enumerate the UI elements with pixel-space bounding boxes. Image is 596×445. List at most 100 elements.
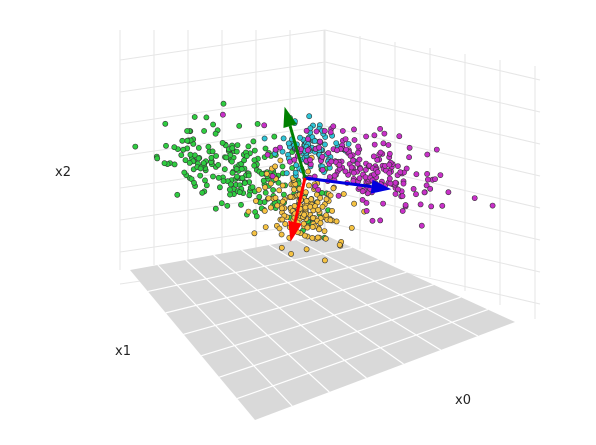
data-point: [302, 204, 309, 211]
data-point: [223, 154, 230, 161]
data-point: [351, 200, 357, 207]
data-point: [279, 163, 286, 170]
data-point: [171, 161, 178, 168]
data-point: [271, 133, 278, 140]
data-point: [246, 192, 253, 199]
data-point: [245, 143, 252, 150]
data-point: [392, 179, 399, 186]
data-point: [262, 189, 269, 196]
data-point: [359, 188, 366, 195]
data-point: [374, 156, 381, 163]
data-point: [305, 182, 312, 189]
data-point: [355, 149, 361, 156]
data-point: [285, 140, 292, 147]
data-point: [348, 164, 355, 171]
data-point: [262, 184, 268, 191]
data-point: [253, 213, 260, 220]
data-point: [261, 122, 268, 129]
data-point: [289, 165, 296, 171]
data-point: [331, 172, 338, 179]
data-point: [428, 203, 435, 210]
data-point: [336, 161, 343, 168]
data-point: [203, 182, 210, 189]
data-point: [197, 165, 204, 172]
data-point: [251, 157, 258, 163]
data-point: [203, 114, 210, 121]
data-point: [369, 217, 376, 224]
data-point: [220, 178, 227, 184]
data-point: [316, 226, 322, 233]
data-point: [397, 169, 404, 176]
data-point: [386, 175, 393, 182]
vector-arrowhead: [288, 220, 302, 242]
data-point: [191, 179, 197, 186]
vectors-layer: [283, 106, 392, 242]
data-point: [241, 157, 247, 164]
data-point: [315, 206, 321, 213]
data-point: [399, 208, 406, 214]
data-point: [310, 215, 316, 221]
data-point: [307, 203, 314, 210]
data-point: [212, 130, 219, 137]
data-point: [208, 154, 215, 161]
grid-line: [324, 125, 541, 177]
data-point: [321, 128, 328, 134]
data-point: [276, 187, 283, 194]
data-point: [274, 202, 281, 209]
floor-grid-line: [236, 309, 489, 400]
data-point: [280, 191, 287, 198]
axis-label-x2: x2: [55, 165, 71, 180]
data-point: [261, 207, 268, 214]
data-point: [292, 169, 299, 176]
data-point: [445, 189, 452, 196]
data-point: [319, 153, 326, 160]
grid-line: [324, 61, 541, 113]
data-point: [304, 147, 311, 154]
data-point: [249, 184, 256, 190]
data-point: [226, 186, 233, 193]
data-point: [184, 137, 191, 144]
data-point: [227, 191, 233, 198]
data-point: [406, 154, 412, 161]
data-point: [317, 220, 324, 226]
data-point: [380, 140, 387, 147]
data-point: [333, 218, 340, 225]
data-point: [311, 138, 318, 144]
data-point: [330, 185, 337, 192]
data-point: [423, 182, 430, 189]
data-point: [288, 250, 294, 257]
data-point: [210, 173, 216, 180]
data-point: [250, 138, 257, 145]
vector-shaft: [293, 177, 307, 223]
data-point: [377, 217, 384, 224]
data-point: [356, 156, 363, 163]
data-point: [330, 123, 337, 130]
data-point: [363, 199, 370, 206]
data-point: [302, 189, 309, 196]
data-point: [381, 130, 388, 137]
data-point: [403, 165, 410, 172]
data-point: [323, 196, 330, 203]
data-point: [202, 177, 208, 184]
data-point: [267, 180, 274, 187]
data-point: [395, 186, 401, 193]
data-point: [200, 160, 207, 166]
data-point: [218, 200, 225, 207]
data-point: [386, 150, 393, 157]
data-point: [386, 161, 393, 168]
data-point: [355, 143, 362, 150]
data-point: [350, 169, 357, 176]
data-point: [319, 203, 326, 210]
data-point: [321, 257, 328, 264]
data-point: [303, 198, 310, 204]
data-point: [413, 171, 420, 178]
data-point: [260, 177, 267, 184]
data-point: [371, 132, 378, 139]
data-point: [301, 211, 308, 218]
data-point: [410, 185, 417, 192]
data-point: [241, 180, 248, 186]
data-point: [394, 163, 401, 169]
data-point: [234, 173, 240, 180]
data-point: [427, 185, 434, 192]
